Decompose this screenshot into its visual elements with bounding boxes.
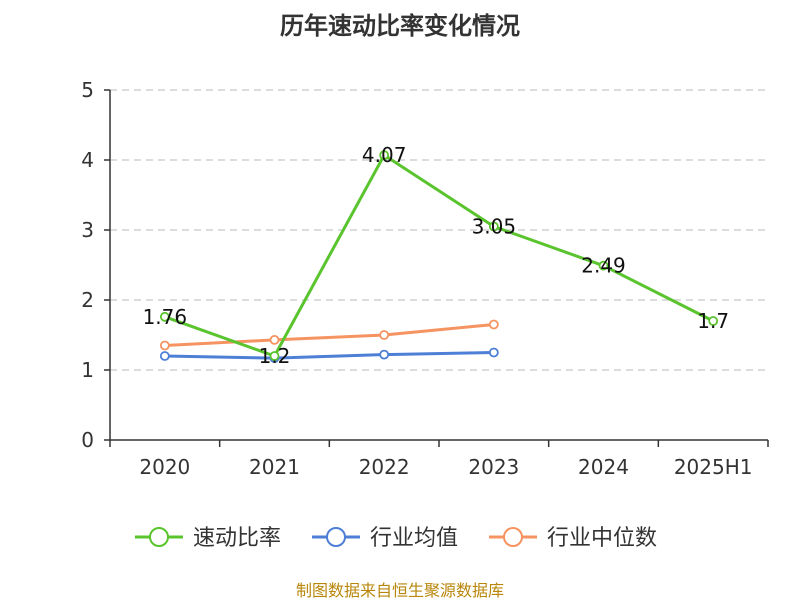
legend-label: 行业中位数 bbox=[547, 526, 657, 551]
data-label: 3.05 bbox=[472, 215, 517, 239]
data-point bbox=[488, 221, 499, 232]
data-label: 2.49 bbox=[581, 254, 626, 278]
y-tick-label: 4 bbox=[81, 148, 94, 172]
chart-title: 历年速动比率变化情况 bbox=[280, 12, 520, 40]
axes: 0 1 2 3 4 5 2020 2021 2022 2023 2024 2025H1 bbox=[81, 78, 769, 479]
x-tick-label: 2025H1 bbox=[674, 455, 753, 479]
series-layer bbox=[159, 150, 719, 364]
data-point bbox=[598, 260, 609, 271]
data-point bbox=[379, 330, 390, 340]
legend-swatch-marker bbox=[149, 527, 169, 547]
legend-label: 行业均值 bbox=[370, 526, 458, 551]
legend[interactable]: 速动比率 行业均值 行业中位数 bbox=[135, 526, 657, 551]
y-tick-label: 0 bbox=[81, 428, 94, 452]
legend-swatch-marker bbox=[326, 527, 346, 547]
y-tick-label: 1 bbox=[81, 358, 94, 382]
legend-label: 速动比率 bbox=[193, 526, 281, 551]
legend-item[interactable]: 行业均值 bbox=[312, 526, 458, 551]
y-tick-label: 2 bbox=[81, 288, 94, 312]
y-tick-label: 5 bbox=[81, 78, 94, 102]
data-point bbox=[159, 340, 170, 351]
series-line bbox=[163, 323, 496, 347]
series-line bbox=[163, 351, 496, 360]
data-label: 4.07 bbox=[362, 143, 407, 167]
data-point bbox=[159, 351, 170, 361]
legend-item[interactable]: 行业中位数 bbox=[489, 526, 657, 551]
x-tick-label: 2022 bbox=[359, 455, 410, 479]
data-point bbox=[379, 349, 390, 360]
legend-item[interactable]: 速动比率 bbox=[135, 526, 281, 551]
source-footer: 制图数据来自恒生聚源数据库 bbox=[296, 581, 504, 600]
data-point bbox=[488, 319, 499, 330]
grid bbox=[110, 89, 768, 371]
data-label: 1.76 bbox=[143, 305, 188, 329]
x-tick-label: 2020 bbox=[139, 455, 190, 479]
data-point bbox=[159, 311, 170, 322]
data-labels: 1.76 1.2 4.07 3.05 2.49 1.7 bbox=[143, 143, 730, 368]
x-tick-label: 2023 bbox=[468, 455, 519, 479]
data-label: 1.7 bbox=[697, 309, 729, 333]
data-point bbox=[269, 334, 280, 345]
x-tick-label: 2024 bbox=[578, 455, 629, 479]
data-point bbox=[488, 347, 499, 358]
legend-swatch-marker bbox=[503, 527, 523, 547]
data-point bbox=[379, 150, 390, 161]
data-point bbox=[708, 316, 719, 326]
y-tick-label: 3 bbox=[81, 218, 94, 242]
x-tick-label: 2021 bbox=[249, 455, 300, 479]
series-line bbox=[163, 153, 715, 358]
data-point bbox=[269, 351, 280, 361]
data-label: 1.2 bbox=[259, 344, 291, 368]
